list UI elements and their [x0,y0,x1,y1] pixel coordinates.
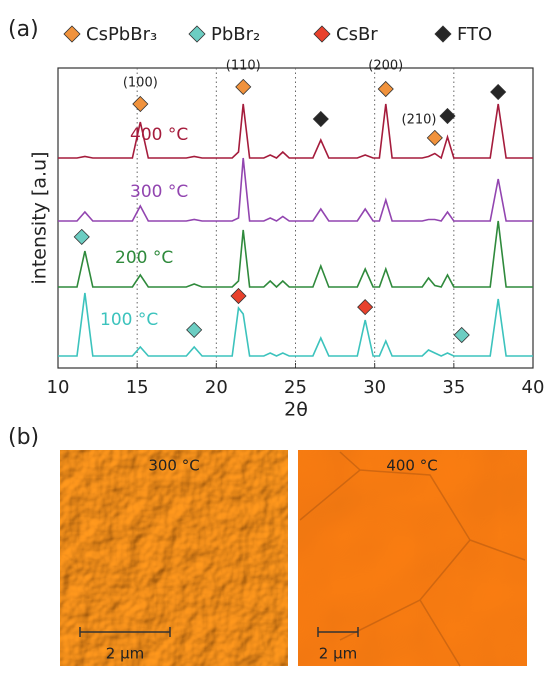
afm-label: 400 °C [386,457,437,475]
annotation: (200) [368,58,403,73]
phase-marker [377,80,394,98]
legend-swatch [188,25,206,43]
afm-image [59,449,289,667]
phase-marker [132,95,149,113]
legend-label: CsBr [336,24,378,45]
legend-swatch [63,25,81,43]
afm-image [297,449,528,667]
scale-label: 2 µm [319,645,357,663]
legend-label: CsPbBr₃ [86,24,157,45]
phase-marker [357,299,374,316]
x-tick-label: 20 [205,377,228,398]
x-axis-label: 2θ [284,399,308,421]
xrd-trace [58,220,533,289]
phase-marker [235,78,252,95]
x-tick-label: 30 [363,377,386,398]
legend-label: PbBr₂ [211,24,260,45]
grain-boundary [299,451,526,667]
series-label: 300 °C [130,182,188,202]
x-tick-label: 40 [522,377,545,398]
phase-marker [73,228,90,245]
x-tick-label: 25 [284,377,307,398]
series-label: 400 °C [130,125,188,145]
xrd-trace [58,157,533,222]
phase-marker [426,129,443,146]
panel-label: (a) [8,17,39,42]
legend-swatch [434,25,452,43]
legend-swatch [313,25,331,43]
annotation: (210) [402,112,437,127]
x-tick-label: 10 [47,377,70,398]
afm-label: 300 °C [148,457,199,475]
xrd-trace [58,103,533,160]
x-tick-label: 35 [442,377,465,398]
y-axis-label: intensity [a.u] [29,152,51,285]
phase-marker [230,287,247,305]
annotation: (100) [123,76,158,91]
phase-marker [490,83,507,101]
phase-marker [186,321,203,338]
phase-marker [453,326,470,344]
scale-label: 2 µm [106,645,144,663]
phase-marker [312,110,329,128]
phase-marker [439,107,456,125]
series-label: 200 °C [115,248,173,268]
annotation: (110) [226,58,261,73]
xrd-trace [58,292,533,357]
afm-panel: 300 °C 400 °C 2 µm 2 µm [59,449,528,667]
x-tick-label: 15 [126,377,149,398]
legend-label: FTO [457,24,492,45]
series-label: 100 °C [100,310,158,330]
panel-label: (b) [8,425,39,450]
